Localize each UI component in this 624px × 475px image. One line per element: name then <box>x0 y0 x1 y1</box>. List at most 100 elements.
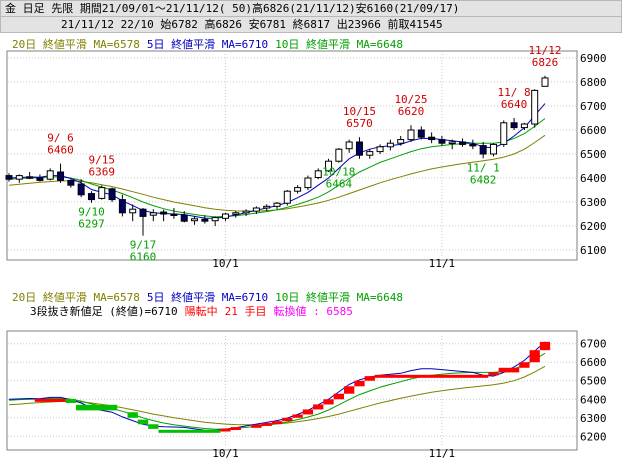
candle-body <box>325 160 333 172</box>
candle-body <box>263 205 271 209</box>
line-break-block <box>137 419 149 425</box>
candle-body <box>479 145 487 155</box>
candle-body <box>129 208 137 214</box>
candle-body <box>510 122 518 129</box>
annotation-value: 6620 <box>398 105 425 118</box>
lower-line-break-panel: 6200 6300 6400 6500 6600 6700 10/1 11/1 <box>8 336 607 460</box>
annotation-value: 6297 <box>78 218 105 231</box>
candle-body <box>366 151 374 156</box>
y-tick-label: 6700 <box>580 100 607 113</box>
line-break-block <box>148 424 159 429</box>
candle-body <box>77 183 85 196</box>
y-tick-label: 6500 <box>580 148 607 161</box>
line-break-block <box>333 393 344 400</box>
candle-body <box>252 207 260 212</box>
candle-body <box>294 187 302 192</box>
candle-body <box>335 148 343 162</box>
y-tick-label: 6300 <box>580 412 607 425</box>
line-break-block <box>344 386 355 394</box>
line-break-block <box>519 362 530 368</box>
x-tick-label: 10/1 <box>212 257 239 270</box>
annotation-date: 11/12 <box>528 44 561 57</box>
ma5-line <box>8 341 546 431</box>
annotation-value: 6640 <box>501 98 528 111</box>
line-break-block <box>302 409 314 415</box>
candle-body <box>345 141 353 150</box>
candle-body <box>438 139 446 144</box>
candle-body <box>283 190 291 204</box>
x-tick-label: 11/1 <box>429 447 456 460</box>
annotation-date: 10/18 <box>322 166 355 179</box>
line-break-block <box>488 372 499 376</box>
line-break-block <box>220 428 231 432</box>
legend-entry: 5日 終値平滑 MA=6710 <box>147 290 268 304</box>
x-tick-label: 11/1 <box>429 257 456 270</box>
y-tick-label: 6800 <box>580 76 607 89</box>
y-tick-label: 6400 <box>580 172 607 185</box>
candle-body <box>15 175 23 180</box>
candle-body <box>191 218 199 222</box>
line-break-block <box>354 380 365 387</box>
candle-body <box>160 211 168 215</box>
candle-body <box>108 188 116 201</box>
candle-body <box>26 176 34 179</box>
annotation-date: 9/ 6 <box>47 132 74 145</box>
candle-body <box>459 141 467 145</box>
candle-body <box>57 171 65 181</box>
legend-entry: 転換値 : 6585 <box>273 305 352 318</box>
line-break-block <box>292 414 303 418</box>
candle-body <box>221 213 229 219</box>
candle-body <box>531 89 539 125</box>
candle-body <box>46 170 54 180</box>
line-break-block <box>251 424 262 428</box>
line-break-block <box>127 412 138 418</box>
annotation-date: 11/ 1 <box>467 161 500 174</box>
y-tick-label: 6100 <box>580 244 607 257</box>
candle-body <box>355 141 363 156</box>
candle-body <box>242 210 250 214</box>
candle-body <box>87 193 95 201</box>
line-break-block <box>158 429 221 433</box>
annotation-date: 9/10 <box>78 206 105 219</box>
upper-candlestick-panel: 6100 6200 6300 6400 6500 6600 6700 6800 6900 10/1… <box>5 44 607 270</box>
lower-panel-frame <box>6 330 578 451</box>
line-break-block <box>539 341 551 351</box>
annotation-value: 6460 <box>47 144 74 157</box>
legend-entry: 10日 終値平滑 MA=6648 <box>275 290 403 304</box>
line-break-block <box>529 350 540 363</box>
candle-body <box>376 146 384 153</box>
candle-body <box>448 141 456 144</box>
annotation-value: 6369 <box>89 165 116 178</box>
line-break-block <box>374 374 489 378</box>
candle-body <box>469 143 477 147</box>
legend-entry: 5日 終値平滑 MA=6710 <box>147 37 268 51</box>
candle-body <box>489 143 497 155</box>
y-tick-label: 6600 <box>580 124 607 137</box>
lower-legend: 20日 終値平滑 MA=6578 5日 終値平滑 MA=6710 10日 終値平滑 … <box>12 290 403 304</box>
legend-entry: 3段抜き新値足 (終値)=6710 <box>30 304 178 318</box>
candle-body <box>397 139 405 144</box>
candle-body <box>170 213 178 216</box>
line-break-block <box>65 398 76 403</box>
x-tick-label: 10/1 <box>212 447 239 460</box>
legend-entry: 21 手目 <box>225 304 267 318</box>
candle-body <box>5 175 13 180</box>
line-break-block <box>323 399 334 405</box>
candle-body <box>36 177 44 181</box>
annotation-value: 6570 <box>346 117 373 130</box>
line-break-block <box>364 376 375 381</box>
candle-body <box>304 177 312 189</box>
annotation-date: 9/15 <box>89 153 116 166</box>
y-tick-label: 6900 <box>580 52 607 65</box>
annotation-date: 9/17 <box>130 239 157 252</box>
y-tick-label: 6300 <box>580 196 607 209</box>
y-tick-label: 6200 <box>580 220 607 233</box>
annotation-date: 10/25 <box>394 93 427 106</box>
annotation-value: 6464 <box>326 178 353 191</box>
candle-body <box>407 129 415 141</box>
candle-body <box>428 136 436 141</box>
candle-body <box>314 170 322 179</box>
candle-body <box>118 199 126 214</box>
y-tick-label: 6700 <box>580 338 607 351</box>
